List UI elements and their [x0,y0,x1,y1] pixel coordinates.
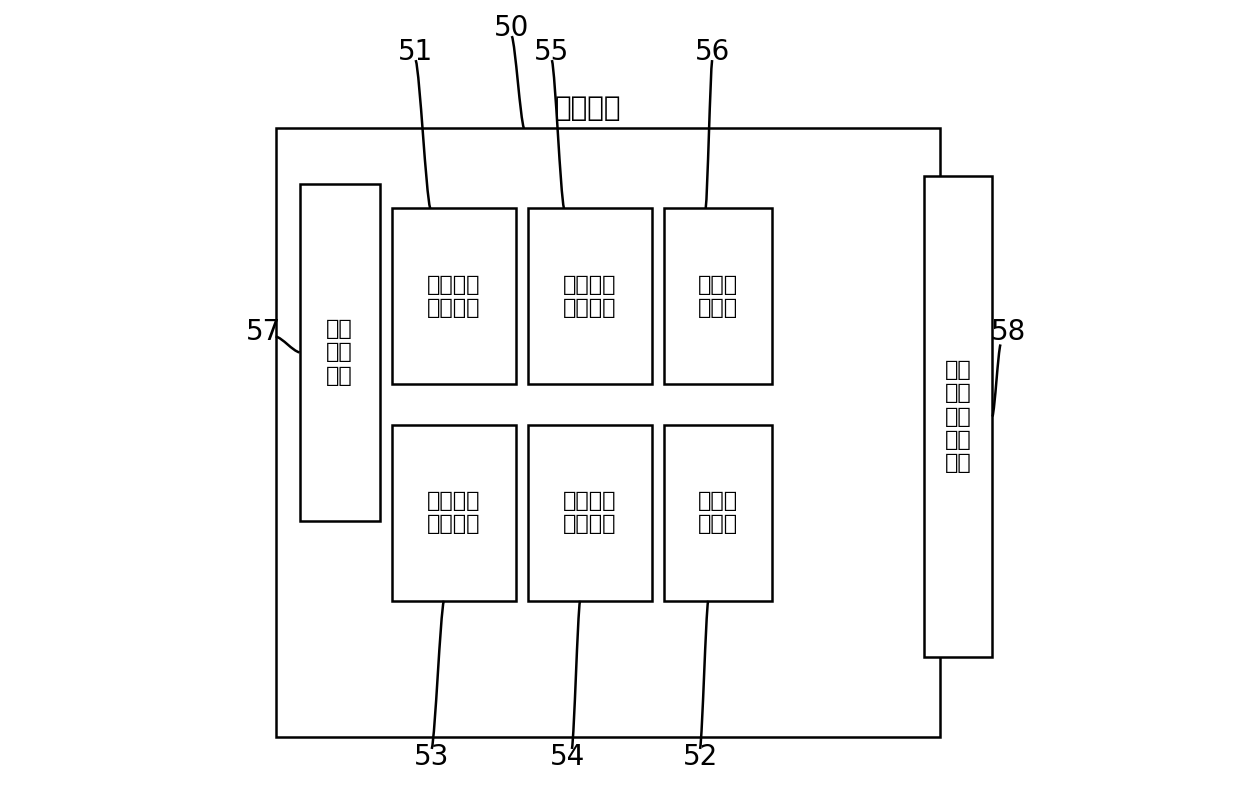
Text: 54: 54 [551,743,585,771]
Text: 58: 58 [991,319,1027,346]
Text: 图像
采集
模块: 图像 采集 模块 [326,320,353,385]
FancyBboxPatch shape [665,425,773,601]
Text: 激光光斑
计时模块: 激光光斑 计时模块 [427,491,481,534]
FancyBboxPatch shape [300,184,379,521]
Text: 55: 55 [534,38,569,66]
Text: 机械
臂运
动逆
解算
模块: 机械 臂运 动逆 解算 模块 [945,360,972,473]
FancyBboxPatch shape [924,176,992,657]
Text: 主控制器: 主控制器 [554,95,621,122]
Text: 57: 57 [246,319,281,346]
Text: 位置获
取模块: 位置获 取模块 [698,491,738,534]
FancyBboxPatch shape [528,208,652,384]
Text: 间隔时间
计时模块: 间隔时间 计时模块 [563,491,616,534]
Text: 目标物体
识别模块: 目标物体 识别模块 [563,275,616,318]
FancyBboxPatch shape [528,425,652,601]
Text: 53: 53 [414,743,449,771]
Text: 52: 52 [682,743,718,771]
FancyBboxPatch shape [392,208,516,384]
Text: 位姿获
取模块: 位姿获 取模块 [698,275,738,318]
FancyBboxPatch shape [392,425,516,601]
FancyBboxPatch shape [275,128,940,737]
Text: 50: 50 [495,14,529,42]
FancyBboxPatch shape [665,208,773,384]
Text: 51: 51 [398,38,433,66]
Text: 激光光斑
识别模块: 激光光斑 识别模块 [427,275,481,318]
Text: 56: 56 [694,38,729,66]
